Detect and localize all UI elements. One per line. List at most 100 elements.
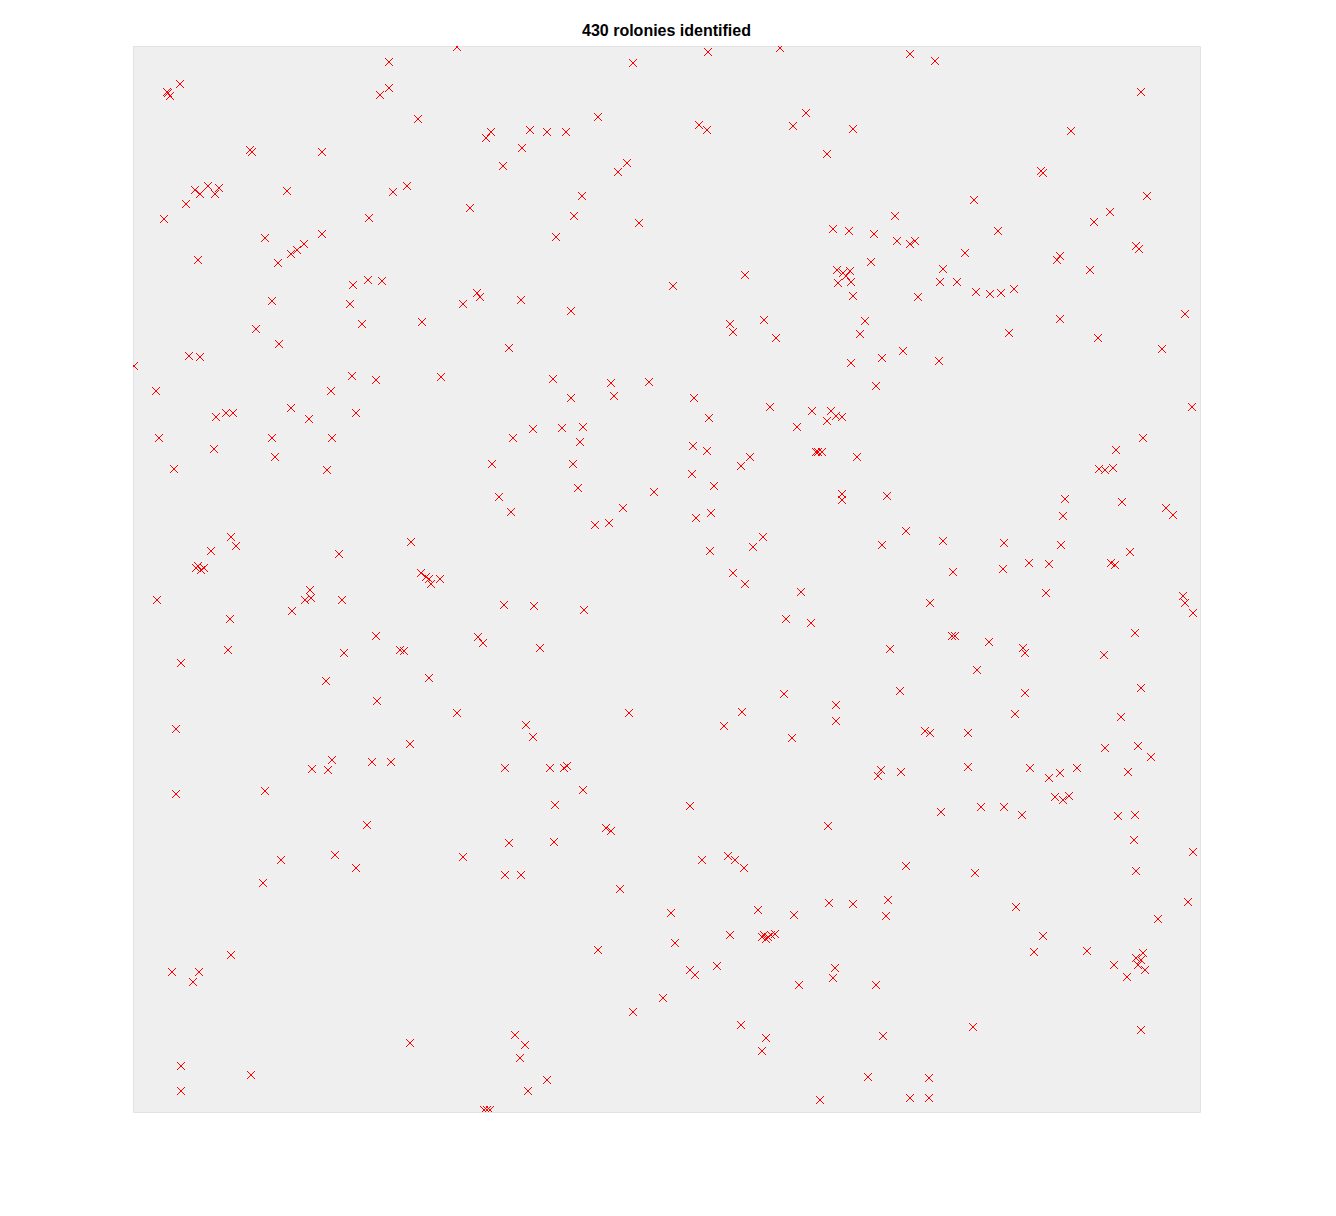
rolony-marker — [737, 462, 745, 470]
rolony-marker — [328, 434, 336, 442]
rolony-marker — [301, 596, 309, 604]
rolony-marker — [870, 230, 878, 238]
rolony-marker — [160, 215, 168, 223]
rolony-marker — [283, 187, 291, 195]
rolony-marker — [517, 296, 525, 304]
rolony-marker — [724, 852, 732, 860]
rolony-marker — [1139, 434, 1147, 442]
rolony-marker — [425, 674, 433, 682]
rolony-marker — [808, 407, 816, 415]
rolony-marker — [864, 1073, 872, 1081]
rolony-marker — [505, 344, 513, 352]
rolony-marker — [689, 442, 697, 450]
rolony-marker — [562, 128, 570, 136]
rolony-marker — [971, 869, 979, 877]
rolony-marker — [406, 740, 414, 748]
rolony-marker — [210, 445, 218, 453]
rolony-marker — [1039, 169, 1047, 177]
rolony-marker — [168, 968, 176, 976]
rolony-marker — [771, 930, 779, 938]
rolony-marker — [1112, 446, 1120, 454]
rolony-marker — [964, 763, 972, 771]
rolony-marker — [925, 1094, 933, 1102]
rolony-marker — [437, 373, 445, 381]
rolony-marker — [479, 639, 487, 647]
title: 430 rolonies identified — [582, 22, 751, 39]
rolony-marker — [883, 492, 891, 500]
rolony-marker — [425, 575, 433, 583]
rolony-marker — [645, 378, 653, 386]
rolony-marker — [926, 599, 934, 607]
rolony-marker — [964, 729, 972, 737]
rolony-marker — [224, 646, 232, 654]
rolony-marker — [629, 59, 637, 67]
rolony-marker — [364, 276, 372, 284]
rolony-marker — [997, 289, 1005, 297]
rolony-marker — [1045, 774, 1053, 782]
rolony-marker — [1000, 803, 1008, 811]
rolony-marker — [331, 851, 339, 859]
rolony-marker — [453, 46, 461, 51]
rolony-marker — [1025, 559, 1033, 567]
rolony-marker — [878, 354, 886, 362]
rolony-marker — [574, 484, 582, 492]
rolony-marker — [754, 906, 762, 914]
rolony-marker — [1141, 966, 1149, 974]
rolony-marker — [703, 126, 711, 134]
rolony-marker — [163, 88, 171, 96]
rolony-marker — [738, 708, 746, 716]
rolony-marker — [268, 434, 276, 442]
rolony-marker — [482, 134, 490, 142]
rolony-marker — [372, 632, 380, 640]
rolony-marker — [849, 292, 857, 300]
rolony-marker — [261, 787, 269, 795]
rolony-marker — [886, 645, 894, 653]
rolony-marker — [1090, 218, 1098, 226]
rolony-marker — [591, 521, 599, 529]
rolony-marker — [872, 981, 880, 989]
rolony-marker — [758, 1047, 766, 1055]
rolony-marker — [277, 856, 285, 864]
rolony-marker — [474, 633, 482, 641]
rolony-marker — [849, 900, 857, 908]
rolony-marker — [795, 981, 803, 989]
rolony-marker — [200, 564, 208, 572]
rolony-marker — [1059, 796, 1067, 804]
rolony-marker — [1109, 464, 1117, 472]
rolony-marker — [737, 1021, 745, 1029]
rolony-marker — [961, 249, 969, 257]
rolony-marker — [153, 596, 161, 604]
rolony-marker — [829, 974, 837, 982]
rolony-marker — [552, 233, 560, 241]
rolony-marker — [252, 325, 260, 333]
rolony-marker — [546, 764, 554, 772]
rolony-marker — [385, 84, 393, 92]
rolony-marker — [698, 856, 706, 864]
rolony-marker — [363, 821, 371, 829]
rolony-marker — [710, 482, 718, 490]
rolony-marker — [882, 912, 890, 920]
rolony-marker — [495, 493, 503, 501]
rolony-marker — [501, 871, 509, 879]
rolony-marker — [1086, 266, 1094, 274]
rolony-marker — [1067, 127, 1075, 135]
rolony-marker — [925, 1074, 933, 1082]
rolony-marker — [530, 602, 538, 610]
rolony-marker — [293, 246, 301, 254]
rolony-marker — [731, 856, 739, 864]
rolony-marker — [473, 289, 481, 297]
rolony-marker — [1169, 511, 1177, 519]
rolony-marker — [536, 644, 544, 652]
rolony-marker — [275, 340, 283, 348]
rolony-marker — [526, 126, 534, 134]
x-axis — [134, 1112, 1201, 1113]
rolony-marker — [939, 537, 947, 545]
rolony-marker — [729, 328, 737, 336]
rolony-marker — [838, 496, 846, 504]
rolony-marker — [760, 316, 768, 324]
rolony-marker — [772, 334, 780, 342]
rolony-marker — [842, 272, 850, 280]
rolony-marker — [1030, 948, 1038, 956]
image-background — [133, 46, 1200, 1112]
rolony-marker — [994, 227, 1002, 235]
